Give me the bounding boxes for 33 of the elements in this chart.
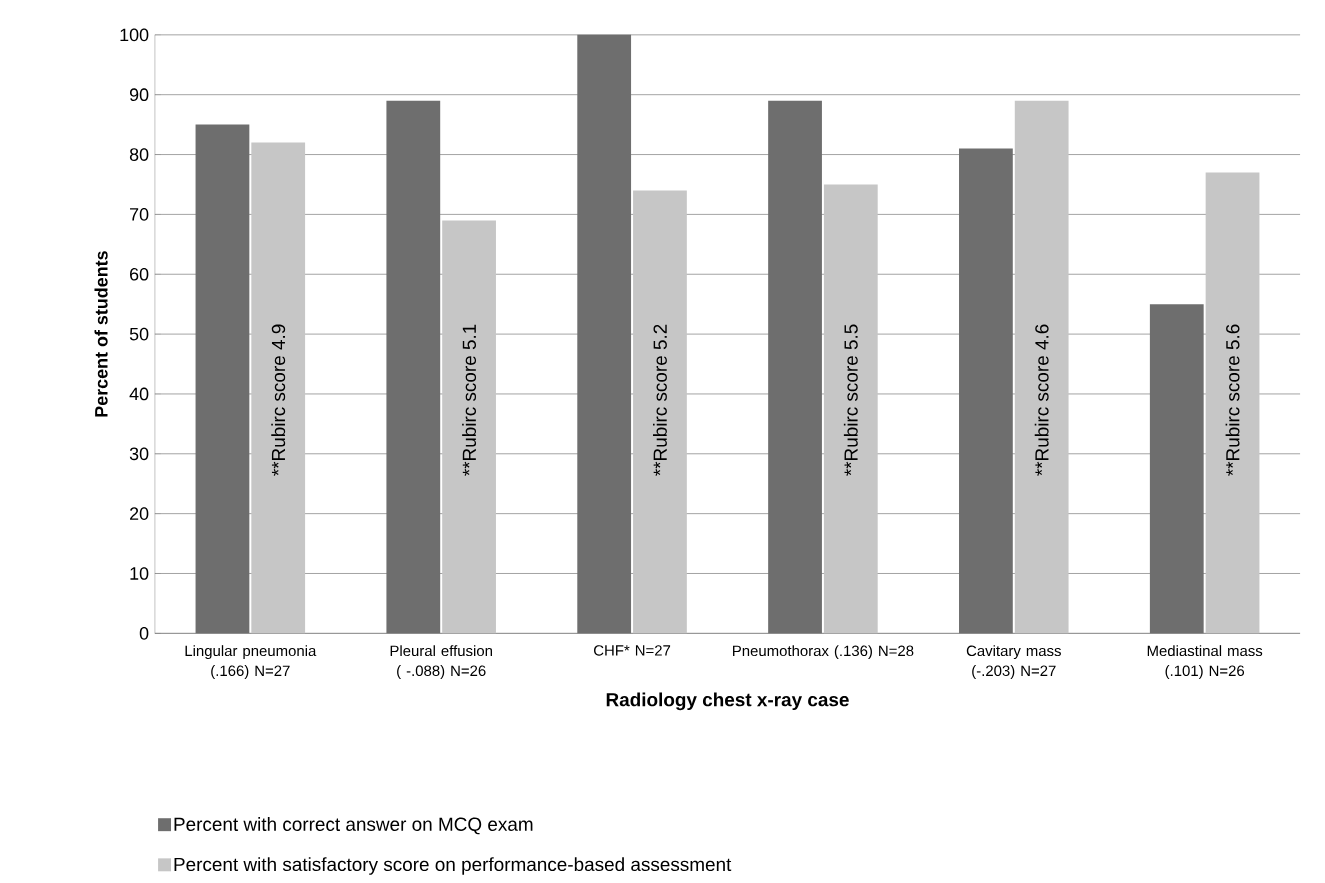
x-tick-label: Mediastinal mass (.101) N=26 [1147, 645, 1263, 679]
annotation: **Rubirc score 4.9 [271, 324, 286, 476]
annotation: **Rubirc score 5.2 [653, 324, 667, 476]
bar [823, 184, 878, 634]
y-tick-label: 100 [120, 28, 149, 42]
x-tick-label: Cavitary mass (-.203) N=27 [966, 645, 1061, 679]
bar [1205, 172, 1260, 634]
x-tick-label: Pneumothorax (.136) N=28 [733, 645, 914, 659]
y-tick-label: 60 [130, 267, 149, 281]
annotation: **Rubirc score 5.6 [1225, 324, 1240, 476]
bar [251, 142, 306, 634]
x-tick-label: CHF* N=27 [594, 645, 671, 656]
y-axis-title: Percent of students [94, 251, 108, 417]
y-tick-label: 0 [139, 626, 149, 640]
annotation: **Rubirc score 5.1 [462, 324, 477, 476]
bar [1014, 100, 1069, 634]
y-tick-label: 50 [129, 327, 149, 341]
y-tick-label: 80 [129, 148, 149, 161]
y-tick-label: 30 [129, 447, 149, 460]
bar [633, 190, 687, 634]
annotation: **Rubirc score 4.6 [1034, 324, 1049, 476]
annotation: **Rubirc score 5.5 [843, 324, 858, 476]
y-tick-label: 70 [130, 207, 149, 221]
x-tick-label: Lingular pneumonia (.166) N=27 [185, 645, 317, 679]
y-tick-label: 90 [129, 88, 149, 101]
x-tick-label: Pleural effusion ( -.088) N=26 [390, 645, 492, 679]
x-axis-title: Radiology chest x-ray case [606, 692, 849, 711]
y-tick-label: 10 [130, 567, 149, 580]
y-tick-label: 20 [130, 507, 149, 520]
y-tick-label: 40 [129, 387, 149, 401]
legend-label: Percent with satisfactory score on performance-based assessment [174, 857, 732, 875]
legend-label: Percent with correct answer on MCQ exam [174, 816, 533, 835]
bar [442, 220, 496, 634]
